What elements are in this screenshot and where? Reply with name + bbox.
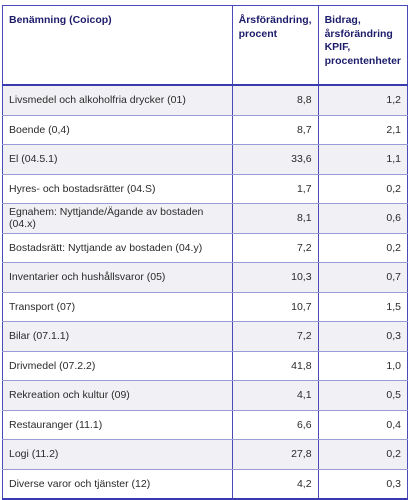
value-cell: 4,2 <box>231 469 319 500</box>
category-cell: Bilar (07.1.1) <box>2 321 233 352</box>
table-row: Logi (11.2) 27,8 0,2 <box>2 439 409 470</box>
value-cell: 0,2 <box>317 233 409 263</box>
value-cell: 41,8 <box>231 351 319 381</box>
category-cell: Egnahem: Nyttjande/Ägande av bostaden (0… <box>2 203 233 234</box>
table-body: Livsmedel och alkoholfria drycker (01) 8,… <box>2 85 409 500</box>
value-cell: 27,8 <box>231 439 319 470</box>
table-row: Livsmedel och alkoholfria drycker (01) 8,… <box>2 85 409 116</box>
table-row: Egnahem: Nyttjande/Ägande av bostaden (0… <box>2 203 409 234</box>
category-cell: Restauranger (11.1) <box>2 410 233 440</box>
value-cell: 8,7 <box>231 115 319 145</box>
value-cell: 0,4 <box>317 410 409 440</box>
table-row: Bostadsrätt: Nyttjande av bostaden (04.y… <box>2 233 409 263</box>
value-cell: 6,6 <box>231 410 319 440</box>
value-cell: 0,2 <box>317 174 409 204</box>
category-cell: Livsmedel och alkoholfria drycker (01) <box>2 85 233 116</box>
value-cell: 33,6 <box>231 144 319 175</box>
value-cell: 0,7 <box>317 262 409 293</box>
category-cell: Hyres- och bostadsrätter (04.S) <box>2 174 233 204</box>
value-cell: 0,5 <box>317 380 409 411</box>
value-cell: 8,1 <box>231 203 319 234</box>
table-row: Rekreation och kultur (09) 4,1 0,5 <box>2 380 409 411</box>
value-cell: 10,3 <box>231 262 319 293</box>
value-cell: 1,0 <box>317 351 409 381</box>
category-cell: Logi (11.2) <box>2 439 233 470</box>
category-cell: Bostadsrätt: Nyttjande av bostaden (04.y… <box>2 233 233 263</box>
table-row: Hyres- och bostadsrätter (04.S) 1,7 0,2 <box>2 174 409 204</box>
value-cell: 7,2 <box>231 233 319 263</box>
category-cell: Diverse varor och tjänster (12) <box>2 469 233 500</box>
category-cell: Inventarier och hushållsvaror (05) <box>2 262 233 293</box>
table-row: Inventarier och hushållsvaror (05) 10,3 0,… <box>2 262 409 293</box>
header-cell: Årsförändring, procent <box>231 5 319 86</box>
header-row: Benämning (Coicop) Årsförändring, procen… <box>2 5 409 86</box>
table-row: Transport (07) 10,7 1,5 <box>2 292 409 322</box>
table-row: Drivmedel (07.2.2) 41,8 1,0 <box>2 351 409 381</box>
value-cell: 10,7 <box>231 292 319 322</box>
header-cell: Bidrag, årsförändring KPIF, procentenhet… <box>317 5 409 86</box>
value-cell: 7,2 <box>231 321 319 352</box>
value-cell: 1,5 <box>317 292 409 322</box>
header-cell: Benämning (Coicop) <box>2 5 233 86</box>
value-cell: 0,3 <box>317 469 409 500</box>
value-cell: 0,2 <box>317 439 409 470</box>
table-head: Benämning (Coicop) Årsförändring, procen… <box>2 5 409 86</box>
table-row: Bilar (07.1.1) 7,2 0,3 <box>2 321 409 352</box>
category-cell: Drivmedel (07.2.2) <box>2 351 233 381</box>
value-cell: 1,2 <box>317 85 409 116</box>
value-cell: 8,8 <box>231 85 319 116</box>
category-cell: El (04.5.1) <box>2 144 233 175</box>
value-cell: 0,6 <box>317 203 409 234</box>
category-cell: Transport (07) <box>2 292 233 322</box>
table-row: Diverse varor och tjänster (12) 4,2 0,3 <box>2 469 409 500</box>
value-cell: 2,1 <box>317 115 409 145</box>
table-row: Restauranger (11.1) 6,6 0,4 <box>2 410 409 440</box>
value-cell: 0,3 <box>317 321 409 352</box>
value-cell: 1,7 <box>231 174 319 204</box>
category-cell: Boende (0,4) <box>2 115 233 145</box>
kpif-table: Benämning (Coicop) Årsförändring, procen… <box>2 5 409 500</box>
value-cell: 4,1 <box>231 380 319 411</box>
category-cell: Rekreation och kultur (09) <box>2 380 233 411</box>
table-row: El (04.5.1) 33,6 1,1 <box>2 144 409 175</box>
value-cell: 1,1 <box>317 144 409 175</box>
table-row: Boende (0,4) 8,7 2,1 <box>2 115 409 145</box>
